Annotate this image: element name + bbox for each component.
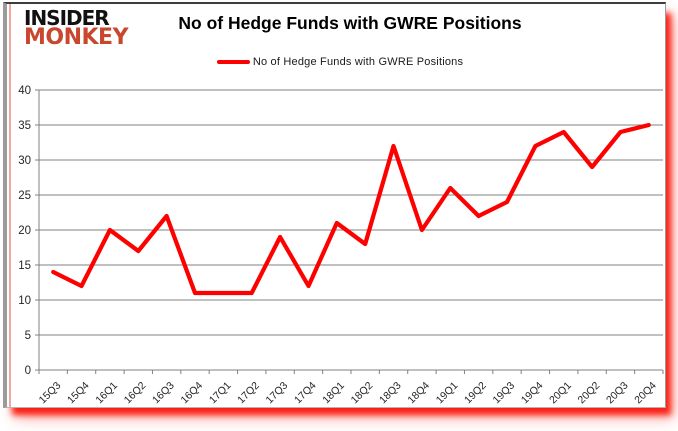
legend: No of Hedge Funds with GWRE Positions [2,54,678,70]
legend-line-swatch [216,60,250,64]
legend-label: No of Hedge Funds with GWRE Positions [252,56,464,68]
logo-text-monkey: MONKEY [24,24,129,50]
insider-monkey-logo: INSIDER MONKEY [24,6,129,50]
logo-text-insider: INSIDER [24,6,110,30]
chart-title: No of Hedge Funds with GWRE Positions [178,13,522,33]
